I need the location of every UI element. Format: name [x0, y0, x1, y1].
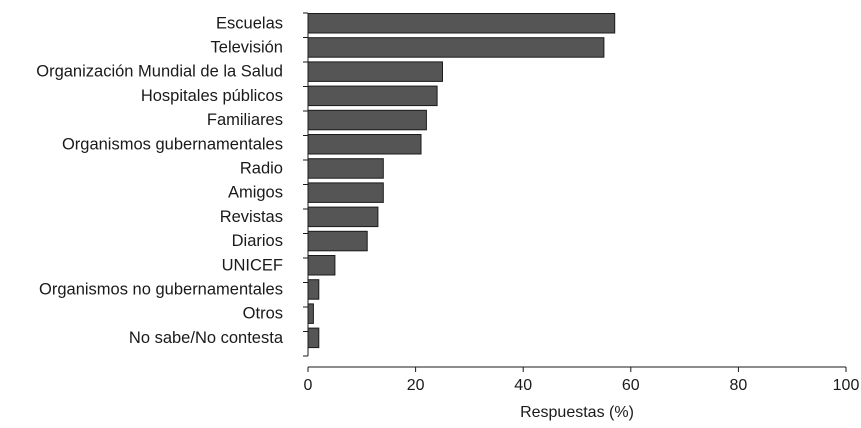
x-axis-title: Respuestas (%)	[520, 404, 634, 421]
category-label-5: Organismos gubernamentales	[62, 135, 283, 153]
category-label-4: Familiares	[207, 111, 283, 129]
bar-5	[307, 134, 422, 155]
x-tick-label-4: 80	[730, 377, 748, 394]
category-labels: Escuelas Televisión Organización Mundial d…	[36, 14, 284, 347]
bar-10	[307, 255, 336, 276]
bar-8	[307, 206, 379, 228]
bar-13	[307, 327, 320, 349]
x-tick-label-3: 60	[622, 377, 640, 394]
category-label-7: Amigos	[228, 184, 283, 202]
x-tick-label-5: 100	[833, 377, 860, 394]
category-label-2: Organización Mundial de la Salud	[36, 63, 283, 81]
bar-9	[307, 230, 368, 252]
bar-7	[307, 182, 384, 203]
bar-11	[307, 279, 320, 300]
category-label-1: Televisión	[211, 39, 283, 57]
x-tick-label-0: 0	[304, 377, 313, 394]
category-label-8: Revistas	[220, 208, 283, 226]
category-label-6: Radio	[240, 159, 283, 177]
bar-0	[307, 13, 616, 34]
bar-4	[307, 109, 427, 131]
bars	[307, 13, 616, 349]
x-tick-label-2: 40	[514, 377, 532, 394]
category-label-11: Organismos no gubernamentales	[39, 280, 283, 298]
x-ticks: 0 20 40 60 80 100	[304, 367, 860, 394]
category-label-0: Escuelas	[216, 14, 283, 32]
category-label-3: Hospitales públicos	[141, 87, 283, 105]
bar-6	[307, 158, 384, 179]
category-label-12: Otros	[243, 305, 283, 323]
category-label-10: UNICEF	[222, 256, 283, 274]
x-tick-label-1: 20	[407, 377, 425, 394]
category-label-13: No sabe/No contesta	[129, 329, 284, 347]
bar-12	[307, 303, 314, 324]
bar-1	[307, 37, 605, 58]
bar-3	[307, 85, 438, 107]
category-label-9: Diarios	[232, 232, 283, 250]
bar-2	[307, 61, 443, 82]
